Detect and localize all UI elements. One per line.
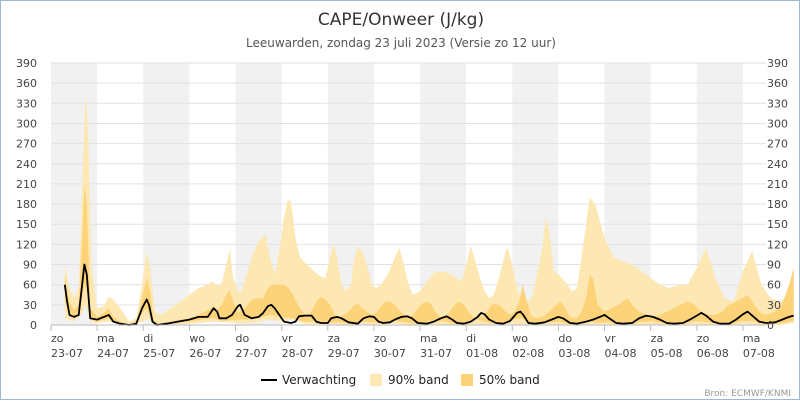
chart-title: CAPE/Onweer (J/kg) xyxy=(318,10,484,30)
y-axis-left: 0 30 60 90 120 150 180 210 240 270 300 330 360 390 xyxy=(16,57,37,332)
chart-subtitle: Leeuwarden, zondag 23 juli 2023 (Versie … xyxy=(246,36,556,50)
legend-swatch-2 xyxy=(461,374,473,386)
x-tick-day-15: ma xyxy=(743,332,760,345)
legend-swatch-1 xyxy=(370,374,382,386)
x-tick-date-1: 24-07 xyxy=(97,347,129,360)
x-tick-date-10: 02-08 xyxy=(512,347,544,360)
y-tick-left-60: 60 xyxy=(23,279,37,292)
y-tick-left-90: 90 xyxy=(23,259,37,272)
x-tick-day-0: zo xyxy=(51,332,64,345)
y-tick-left-390: 390 xyxy=(16,57,37,70)
y-tick-right-210: 210 xyxy=(767,178,788,191)
x-tick-day-12: vr xyxy=(605,332,617,345)
source-credit: Bron: ECMWF/KNMI xyxy=(704,389,791,399)
y-axis-right: 0 30 60 90 120 150 180 210 240 270 300 330 360 390 xyxy=(767,57,788,332)
y-tick-right-120: 120 xyxy=(767,238,788,251)
y-tick-right-240: 240 xyxy=(767,158,788,171)
x-tick-date-0: 23-07 xyxy=(51,347,83,360)
x-tick-date-11: 03-08 xyxy=(558,347,590,360)
y-tick-left-120: 120 xyxy=(16,238,37,251)
y-tick-right-30: 30 xyxy=(767,299,781,312)
legend: Verwachting 90% band 50% band xyxy=(261,373,540,387)
y-tick-left-0: 0 xyxy=(30,319,37,332)
y-tick-right-0: 0 xyxy=(767,319,774,332)
x-tick-day-2: di xyxy=(143,332,153,345)
forecast-lines xyxy=(63,263,794,326)
y-tick-left-360: 360 xyxy=(16,77,37,90)
legend-label-0: Verwachting xyxy=(282,373,356,387)
x-tick-day-6: za xyxy=(328,332,341,345)
x-tick-day-11: do xyxy=(558,332,572,345)
x-tick-day-13: za xyxy=(651,332,664,345)
x-tick-day-10: wo xyxy=(512,332,528,345)
y-tick-left-300: 300 xyxy=(16,117,37,130)
x-tick-date-8: 31-07 xyxy=(420,347,452,360)
band-90-percent xyxy=(64,93,794,325)
x-tick-day-4: do xyxy=(236,332,250,345)
x-tick-day-9: di xyxy=(466,332,476,345)
series-line-verwachting xyxy=(63,263,794,326)
x-tick-date-14: 06-08 xyxy=(697,347,729,360)
legend-label-2: 50% band xyxy=(479,373,540,387)
x-tick-date-9: 01-08 xyxy=(466,347,498,360)
y-tick-left-240: 240 xyxy=(16,158,37,171)
y-tick-left-30: 30 xyxy=(23,299,37,312)
y-tick-left-270: 270 xyxy=(16,138,37,151)
x-tick-date-6: 29-07 xyxy=(328,347,360,360)
y-tick-right-60: 60 xyxy=(767,279,781,292)
y-tick-right-360: 360 xyxy=(767,77,788,90)
y-tick-right-180: 180 xyxy=(767,198,788,211)
y-tick-left-150: 150 xyxy=(16,218,37,231)
x-tick-date-12: 04-08 xyxy=(605,347,637,360)
y-tick-right-300: 300 xyxy=(767,117,788,130)
y-tick-right-330: 330 xyxy=(767,97,788,110)
x-tick-date-2: 25-07 xyxy=(143,347,175,360)
x-tick-day-8: ma xyxy=(420,332,437,345)
legend-label-1: 90% band xyxy=(388,373,449,387)
y-tick-right-150: 150 xyxy=(767,218,788,231)
y-tick-right-270: 270 xyxy=(767,138,788,151)
x-tick-day-14: zo xyxy=(697,332,710,345)
x-tick-date-7: 30-07 xyxy=(374,347,406,360)
x-tick-date-4: 27-07 xyxy=(236,347,268,360)
x-tick-date-15: 07-08 xyxy=(743,347,775,360)
x-tick-date-3: 26-07 xyxy=(189,347,221,360)
x-tick-day-1: ma xyxy=(97,332,114,345)
x-axis: zo 23-07 ma 24-07 di 25-07 wo 26-07 do 27-07 vr 28-… xyxy=(50,324,775,360)
y-tick-left-210: 210 xyxy=(16,178,37,191)
forecast-bands xyxy=(64,93,794,325)
y-tick-right-390: 390 xyxy=(767,57,788,70)
x-tick-date-13: 05-08 xyxy=(651,347,683,360)
y-tick-left-330: 330 xyxy=(16,97,37,110)
x-tick-day-3: wo xyxy=(189,332,205,345)
y-tick-right-90: 90 xyxy=(767,259,781,272)
x-tick-day-7: zo xyxy=(374,332,387,345)
x-tick-date-5: 28-07 xyxy=(282,347,314,360)
x-tick-day-5: vr xyxy=(282,332,294,345)
y-tick-left-180: 180 xyxy=(16,198,37,211)
